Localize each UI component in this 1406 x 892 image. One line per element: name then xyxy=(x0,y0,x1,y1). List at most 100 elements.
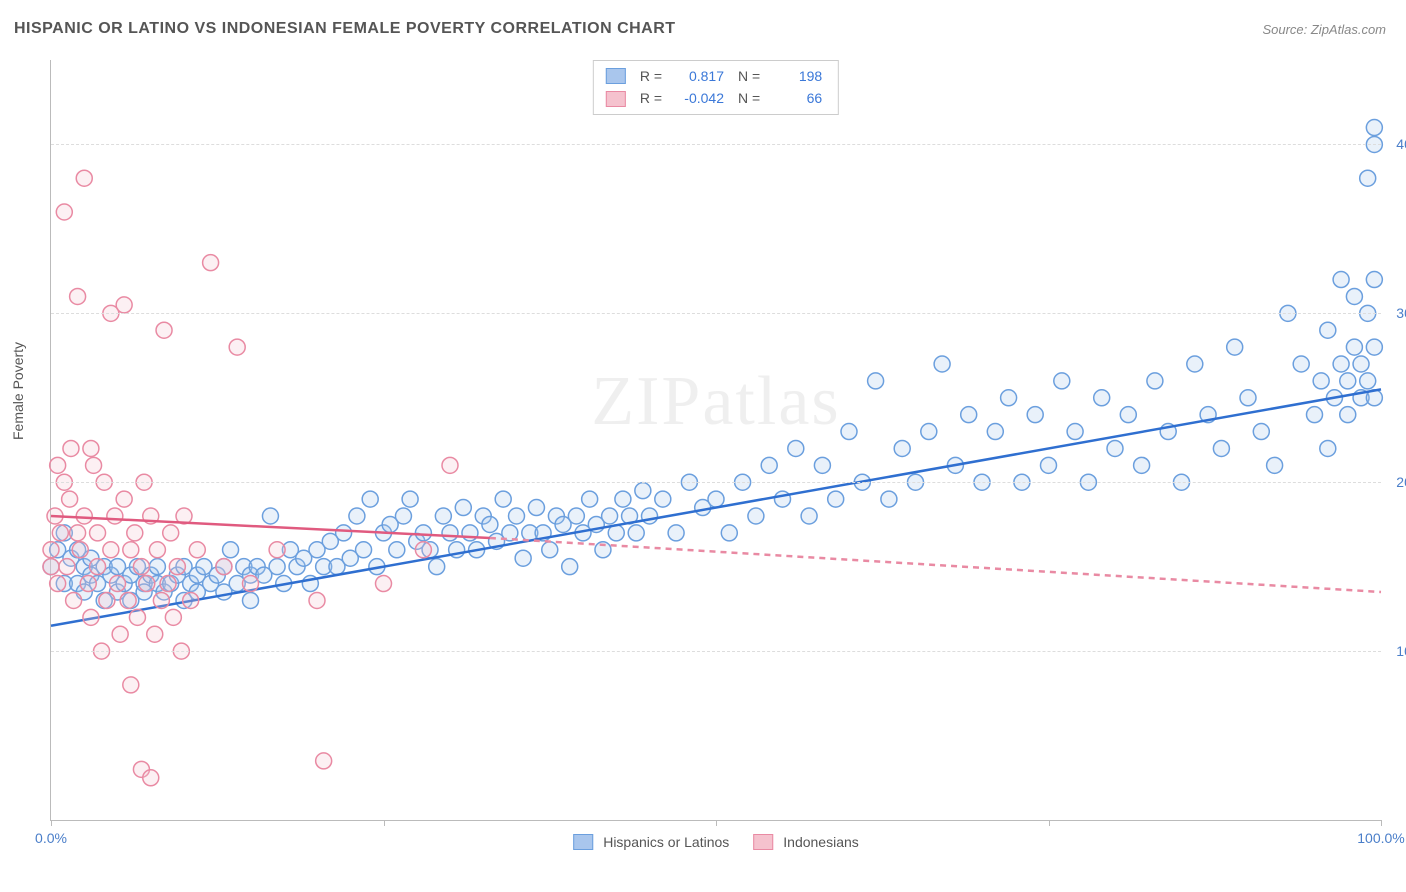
data-point xyxy=(1353,356,1369,372)
data-point xyxy=(1094,390,1110,406)
data-point xyxy=(269,559,285,575)
data-point xyxy=(183,592,199,608)
data-point xyxy=(156,322,172,338)
stats-row: R =0.817N =198 xyxy=(606,65,826,87)
data-point xyxy=(90,525,106,541)
data-point xyxy=(708,491,724,507)
data-point xyxy=(987,424,1003,440)
data-point xyxy=(1041,457,1057,473)
data-point xyxy=(1340,407,1356,423)
data-point xyxy=(442,525,458,541)
data-point xyxy=(72,542,88,558)
data-point xyxy=(1240,390,1256,406)
data-point xyxy=(43,542,59,558)
data-point xyxy=(223,542,239,558)
data-point xyxy=(86,457,102,473)
data-point xyxy=(56,204,72,220)
data-point xyxy=(961,407,977,423)
r-value: 0.817 xyxy=(672,65,728,87)
data-point xyxy=(50,457,66,473)
data-point xyxy=(562,559,578,575)
y-tick-label: 10.0% xyxy=(1396,643,1406,659)
n-value: 66 xyxy=(770,87,826,109)
data-point xyxy=(1227,339,1243,355)
gridline-horizontal xyxy=(51,651,1381,652)
data-point xyxy=(528,500,544,516)
bottom-legend: Hispanics or Latinos Indonesians xyxy=(573,834,859,850)
data-point xyxy=(1333,356,1349,372)
legend-swatch xyxy=(606,68,626,84)
data-point xyxy=(62,491,78,507)
r-value: -0.042 xyxy=(672,87,728,109)
y-axis-label: Female Poverty xyxy=(10,342,26,440)
data-point xyxy=(309,592,325,608)
data-point xyxy=(112,626,128,642)
legend-item: Hispanics or Latinos xyxy=(573,834,729,850)
data-point xyxy=(1107,440,1123,456)
source-attribution: Source: ZipAtlas.com xyxy=(1262,22,1386,37)
data-point xyxy=(395,508,411,524)
data-point xyxy=(655,491,671,507)
data-point xyxy=(602,508,618,524)
data-point xyxy=(568,508,584,524)
data-point xyxy=(269,542,285,558)
data-point xyxy=(1187,356,1203,372)
data-point xyxy=(169,559,185,575)
data-point xyxy=(107,508,123,524)
data-point xyxy=(828,491,844,507)
data-point xyxy=(189,542,205,558)
data-point xyxy=(1307,407,1323,423)
data-point xyxy=(229,339,245,355)
data-point xyxy=(216,559,232,575)
data-point xyxy=(402,491,418,507)
data-point xyxy=(455,500,471,516)
data-point xyxy=(1366,272,1382,288)
data-point xyxy=(52,525,68,541)
data-point xyxy=(748,508,764,524)
gridline-horizontal xyxy=(51,313,1381,314)
x-tick xyxy=(1049,820,1050,826)
data-point xyxy=(243,592,259,608)
data-point xyxy=(153,592,169,608)
data-point xyxy=(628,525,644,541)
data-point xyxy=(1213,440,1229,456)
data-point xyxy=(116,297,132,313)
data-point xyxy=(143,770,159,786)
data-point xyxy=(429,559,445,575)
data-point xyxy=(841,424,857,440)
data-point xyxy=(635,483,651,499)
data-point xyxy=(1346,288,1362,304)
data-point xyxy=(362,491,378,507)
legend-swatch xyxy=(573,834,593,850)
data-point xyxy=(76,170,92,186)
legend-item: Indonesians xyxy=(753,834,859,850)
data-point xyxy=(1333,272,1349,288)
data-point xyxy=(515,550,531,566)
data-point xyxy=(1001,390,1017,406)
data-point xyxy=(123,542,139,558)
chart-plot-area: ZIPatlas R =0.817N =198R =-0.042N =66 Hi… xyxy=(50,60,1381,821)
data-point xyxy=(63,440,79,456)
data-point xyxy=(80,576,96,592)
data-point xyxy=(582,491,598,507)
data-point xyxy=(356,542,372,558)
data-point xyxy=(123,677,139,693)
data-point xyxy=(761,457,777,473)
data-point xyxy=(163,525,179,541)
chart-title: HISPANIC OR LATINO VS INDONESIAN FEMALE … xyxy=(14,20,676,38)
data-point xyxy=(133,559,149,575)
data-point xyxy=(83,609,99,625)
r-label: R = xyxy=(640,87,662,109)
n-value: 198 xyxy=(770,65,826,87)
data-point xyxy=(1346,339,1362,355)
data-point xyxy=(66,592,82,608)
data-point xyxy=(668,525,684,541)
data-point xyxy=(1360,170,1376,186)
data-point xyxy=(147,626,163,642)
data-point xyxy=(149,559,165,575)
legend-label: Hispanics or Latinos xyxy=(603,834,729,850)
data-point xyxy=(788,440,804,456)
x-tick xyxy=(716,820,717,826)
y-tick-label: 20.0% xyxy=(1396,474,1406,490)
data-point xyxy=(615,491,631,507)
